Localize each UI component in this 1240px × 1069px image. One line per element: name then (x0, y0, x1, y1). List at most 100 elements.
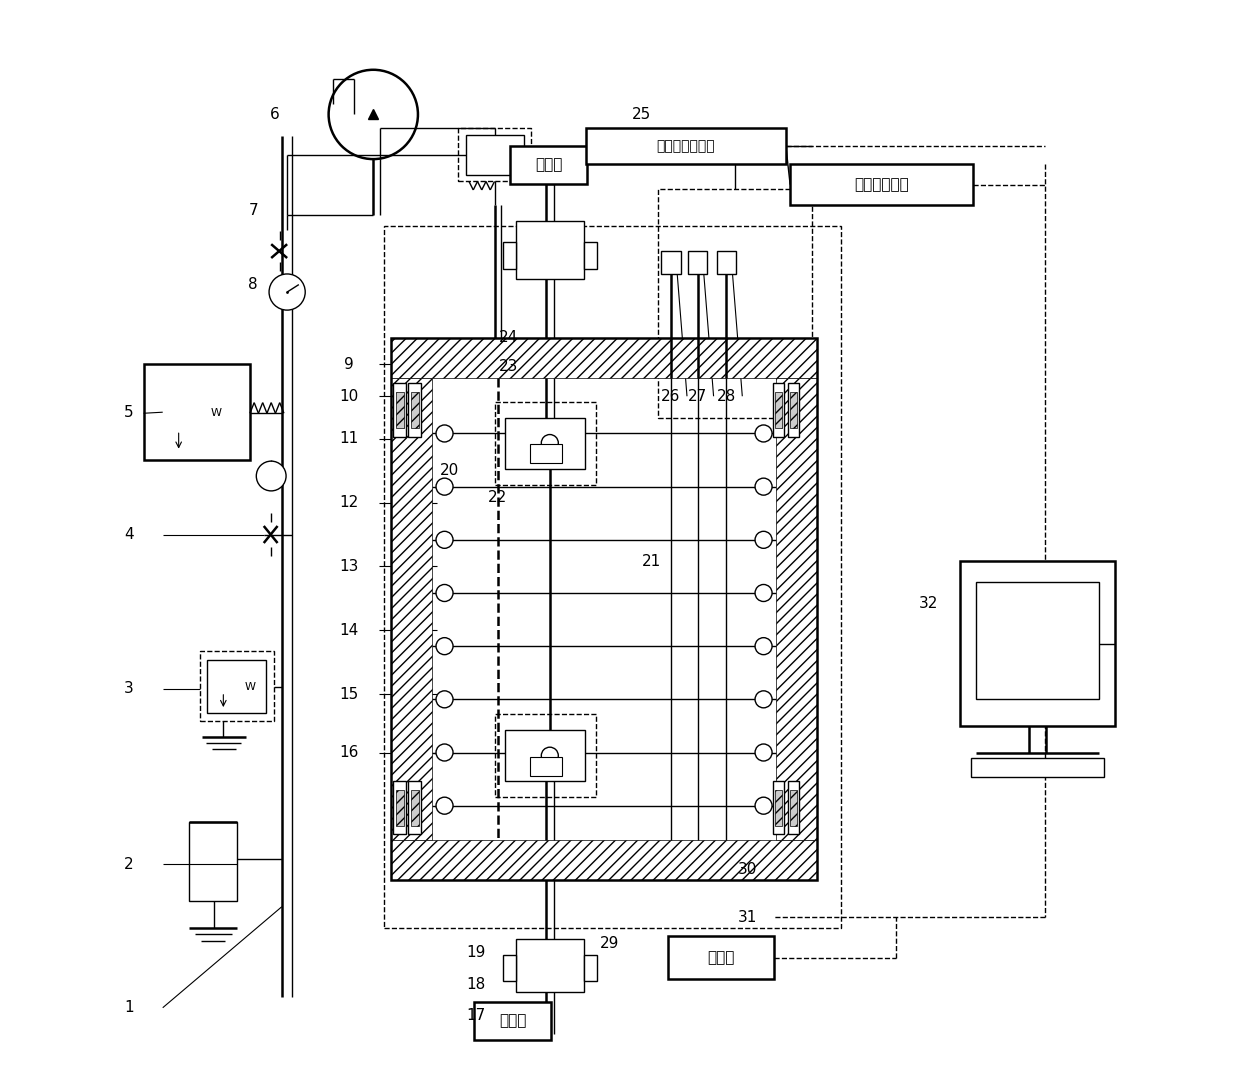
Bar (668, 936, 774, 979)
Bar (688, 250, 707, 274)
Bar (144, 365, 250, 460)
Circle shape (436, 637, 453, 654)
Text: 6: 6 (269, 107, 279, 122)
Bar (775, 392, 781, 429)
Bar (775, 790, 781, 826)
Text: 20: 20 (440, 463, 460, 478)
Bar (717, 250, 735, 274)
Text: 电化学工作站: 电化学工作站 (854, 177, 909, 192)
Bar (392, 338, 817, 880)
Text: 4: 4 (124, 527, 134, 542)
Circle shape (436, 478, 453, 495)
Circle shape (436, 797, 453, 815)
Text: 8: 8 (248, 277, 258, 292)
Bar (410, 392, 419, 429)
Circle shape (542, 747, 558, 764)
Bar (384, 227, 841, 928)
Bar (459, 128, 531, 182)
Text: 5: 5 (124, 405, 134, 420)
Text: 26: 26 (661, 389, 681, 404)
Text: 25: 25 (631, 107, 651, 122)
Text: 1: 1 (124, 1001, 134, 1016)
Bar (190, 822, 237, 901)
Bar (495, 714, 595, 797)
Circle shape (755, 691, 773, 708)
Bar (773, 781, 784, 835)
Circle shape (755, 585, 773, 602)
Bar (516, 221, 584, 279)
Text: 31: 31 (738, 910, 758, 925)
Bar (511, 146, 587, 184)
Circle shape (755, 425, 773, 441)
Bar (587, 128, 786, 165)
Circle shape (269, 274, 305, 310)
Bar (971, 758, 1104, 777)
Circle shape (436, 585, 453, 602)
Text: 32: 32 (919, 597, 939, 611)
Bar (790, 790, 796, 826)
Bar (396, 392, 404, 429)
Text: 19: 19 (466, 945, 486, 960)
Text: 28: 28 (717, 389, 737, 404)
Circle shape (436, 425, 453, 441)
Text: 制冷机: 制冷机 (707, 950, 735, 965)
Text: 7: 7 (248, 203, 258, 218)
Bar (393, 384, 407, 436)
Bar (516, 939, 584, 992)
Circle shape (436, 691, 453, 708)
Circle shape (755, 797, 773, 815)
Text: 11: 11 (340, 431, 358, 446)
Text: 14: 14 (340, 623, 358, 638)
Circle shape (755, 478, 773, 495)
Bar (475, 1003, 551, 1040)
Text: 15: 15 (340, 686, 358, 701)
Text: 30: 30 (738, 862, 758, 877)
Bar (200, 651, 274, 721)
Bar (773, 384, 784, 436)
Bar (960, 561, 1115, 726)
Text: 2: 2 (124, 856, 134, 871)
Circle shape (436, 744, 453, 761)
Text: 21: 21 (642, 554, 661, 569)
Text: 16: 16 (339, 745, 358, 760)
Circle shape (436, 531, 453, 548)
Circle shape (329, 69, 418, 159)
Bar (505, 418, 585, 468)
Circle shape (257, 461, 286, 491)
Bar (392, 378, 432, 840)
Text: 27: 27 (688, 389, 707, 404)
Bar (503, 242, 516, 268)
Bar (776, 378, 817, 840)
Circle shape (755, 637, 773, 654)
Circle shape (755, 744, 773, 761)
Bar (466, 135, 525, 175)
Text: 22: 22 (489, 490, 507, 505)
Text: 9: 9 (343, 357, 353, 372)
Bar (495, 402, 595, 484)
Bar (408, 384, 422, 436)
Text: 29: 29 (600, 936, 619, 951)
Text: 3: 3 (124, 681, 134, 696)
Bar (503, 955, 516, 981)
Circle shape (755, 531, 773, 548)
Text: 24: 24 (498, 330, 518, 345)
Text: W: W (211, 408, 222, 418)
Bar (396, 790, 404, 826)
Text: 位移传感器组件: 位移传感器组件 (657, 139, 715, 153)
Text: 13: 13 (339, 559, 358, 574)
Text: 18: 18 (466, 977, 486, 992)
Bar (392, 338, 817, 378)
Bar (410, 790, 419, 826)
Bar (408, 781, 422, 835)
Bar (392, 840, 817, 880)
Bar (661, 250, 681, 274)
Bar (789, 781, 799, 835)
Bar (584, 955, 596, 981)
Bar (658, 189, 812, 418)
Bar (789, 384, 799, 436)
Bar (505, 730, 585, 781)
Bar (790, 165, 973, 205)
Text: W: W (244, 682, 255, 692)
Bar (393, 781, 407, 835)
Text: 拉伸机: 拉伸机 (536, 157, 563, 172)
